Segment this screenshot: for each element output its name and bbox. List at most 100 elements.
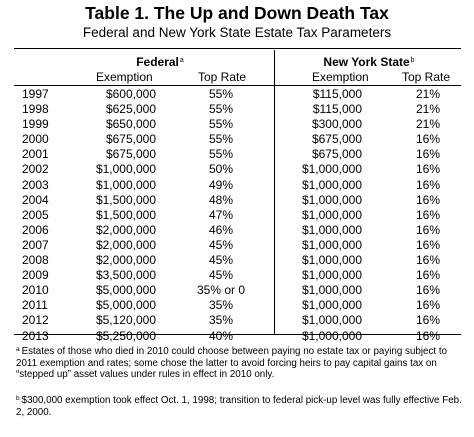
ny-exemption-cell: $300,000 <box>311 117 362 132</box>
ny-rate-header: Top Rate <box>402 70 451 84</box>
year-cell: 2011 <box>22 298 48 313</box>
ny-rate-cell: 16% <box>415 222 440 237</box>
fed-rate-cell: 40% <box>208 328 234 343</box>
table-row: 2006 $2,000,000 46% $1,000,000 16% <box>0 223 474 238</box>
ny-rate-cell: 16% <box>415 132 440 147</box>
ny-rate-cell: 16% <box>415 192 440 207</box>
fed-exemption-cell: $625,000 <box>105 102 156 117</box>
year-cell: 2006 <box>22 222 49 237</box>
year-cell: 2009 <box>22 268 49 283</box>
ny-exemption-cell: $675,000 <box>311 132 362 147</box>
table-row: 2001 $675,000 55% $675,000 16% <box>0 147 474 162</box>
table-row: 2000 $675,000 55% $675,000 16% <box>0 132 474 147</box>
ny-rate-cell: 16% <box>415 328 440 343</box>
fed-exemption-header: Exemption <box>96 70 153 84</box>
table-row: 2008 $2,000,000 45% $1,000,000 16% <box>0 253 474 268</box>
ny-exemption-cell: $115,000 <box>312 102 362 117</box>
fed-rate-cell: 45% <box>208 237 234 252</box>
ny-rate-cell: 16% <box>415 147 440 162</box>
ny-rate-cell: 16% <box>415 253 440 268</box>
year-cell: 2010 <box>22 283 49 298</box>
year-cell: 2008 <box>22 253 49 268</box>
fed-exemption-cell: $5,250,000 <box>95 328 156 343</box>
footnote-a-text: Estates of those who died in 2010 could … <box>16 346 447 381</box>
fed-exemption-cell: $1,500,000 <box>95 192 156 207</box>
table-row: 2004 $1,500,000 48% $1,000,000 16% <box>0 193 474 208</box>
ny-exemption-cell: $1,000,000 <box>301 192 362 207</box>
table-row: 2005 $1,500,000 47% $1,000,000 16% <box>0 208 474 223</box>
fed-exemption-cell: $1,000,000 <box>95 177 156 192</box>
fed-exemption-cell: $650,000 <box>105 117 156 132</box>
ny-note-mark: b <box>410 57 415 64</box>
table-row: 1997 $600,000 55% $115,000 21% <box>0 87 474 102</box>
footnote-b: b $300,000 exemption took effect Oct. 1, … <box>16 395 462 418</box>
federal-group-label: Federal <box>136 55 179 69</box>
year-cell: 2005 <box>22 207 49 222</box>
ny-exemption-cell: $1,000,000 <box>301 313 362 328</box>
federal-group-header: Federala <box>60 55 260 69</box>
fed-exemption-cell: $5,000,000 <box>95 283 156 298</box>
ny-group-header: New York Stateb <box>284 55 454 69</box>
ny-exemption-cell: $1,000,000 <box>301 222 362 237</box>
year-cell: 2002 <box>22 162 49 177</box>
table-row: 2011 $5,000,000 35% $1,000,000 16% <box>0 298 474 313</box>
year-cell: 1998 <box>22 102 49 117</box>
ny-exemption-cell: $675,000 <box>311 147 362 162</box>
fed-exemption-cell: $675,000 <box>105 147 156 162</box>
fed-exemption-cell: $2,000,000 <box>95 222 156 237</box>
table-row: 2012 $5,120,000 35% $1,000,000 16% <box>0 313 474 328</box>
fed-rate-cell: 47% <box>208 207 234 222</box>
fed-rate-cell: 55% <box>208 147 234 162</box>
ny-rate-cell: 16% <box>415 162 440 177</box>
ny-rate-cell: 16% <box>415 268 440 283</box>
header-rule <box>14 85 461 86</box>
table-row: 2002 $1,000,000 50% $1,000,000 16% <box>0 162 474 177</box>
ny-rate-cell: 16% <box>415 207 440 222</box>
table-row: 2009 $3,500,000 45% $1,000,000 16% <box>0 268 474 283</box>
fed-exemption-cell: $675,000 <box>105 132 156 147</box>
year-cell: 2007 <box>22 237 49 252</box>
year-cell: 2004 <box>22 192 49 207</box>
table-subtitle: Federal and New York State Estate Tax Pa… <box>82 25 392 40</box>
ny-exemption-cell: $1,000,000 <box>301 298 362 313</box>
footnote-a: a Estates of those who died in 2010 could… <box>16 346 462 381</box>
year-cell: 2001 <box>22 147 49 162</box>
fed-exemption-cell: $1,500,000 <box>95 207 156 222</box>
fed-rate-cell: 35% or 0 <box>196 283 246 298</box>
ny-exemption-cell: $1,000,000 <box>301 177 362 192</box>
year-cell: 2012 <box>22 313 49 328</box>
federal-note-mark: a <box>179 57 184 64</box>
fed-exemption-cell: $2,000,000 <box>95 237 156 252</box>
ny-rate-cell: 21% <box>415 102 440 117</box>
table-row: 2003 $1,000,000 49% $1,000,000 16% <box>0 178 474 193</box>
ny-exemption-cell: $1,000,000 <box>301 162 362 177</box>
ny-exemption-cell: $1,000,000 <box>301 328 362 343</box>
ny-exemption-cell: $1,000,000 <box>301 283 362 298</box>
ny-rate-cell: 16% <box>415 177 440 192</box>
year-cell: 2003 <box>22 177 49 192</box>
ny-rate-cell: 16% <box>415 283 440 298</box>
ny-rate-cell: 16% <box>415 298 440 313</box>
footnote-b-text: $300,000 exemption took effect Oct. 1, 1… <box>16 395 462 418</box>
table-body: 1997 $600,000 55% $115,000 21% 1998 $625,000 55… <box>0 87 474 344</box>
table-row: 2010 $5,000,000 35% or 0 $1,000,000 16% <box>0 283 474 298</box>
ny-exemption-header: Exemption <box>312 70 369 84</box>
fed-rate-cell: 55% <box>208 102 234 117</box>
fed-rate-cell: 49% <box>208 177 234 192</box>
top-rule <box>14 48 461 49</box>
ny-exemption-cell: $115,000 <box>312 87 362 101</box>
fed-rate-header: Top Rate <box>198 70 247 84</box>
ny-rate-cell: 21% <box>415 87 440 101</box>
year-cell: 1999 <box>22 117 49 132</box>
table-row: 1999 $650,000 55% $300,000 21% <box>0 117 474 132</box>
fed-exemption-cell: $1,000,000 <box>95 162 156 177</box>
footnote-b-mark: b <box>16 395 20 402</box>
table-row: 1998 $625,000 55% $115,000 21% <box>0 102 474 117</box>
ny-rate-cell: 21% <box>415 117 440 132</box>
year-cell: 1997 <box>22 87 49 101</box>
ny-group-label: New York State <box>323 55 410 69</box>
fed-exemption-cell: $5,120,000 <box>95 313 156 328</box>
year-cell: 2013 <box>22 328 49 343</box>
fed-rate-cell: 45% <box>208 253 234 268</box>
